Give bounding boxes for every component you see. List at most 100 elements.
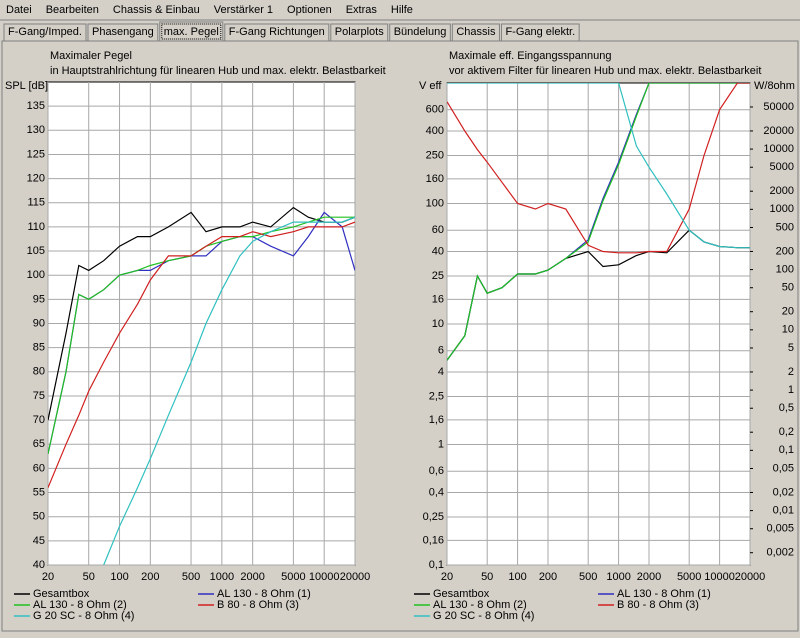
y-tick-label: 400 (426, 125, 444, 137)
series-line (48, 221, 355, 488)
y2-tick-label: 1000 (770, 203, 794, 215)
y2-tick-label: 0,005 (766, 523, 794, 535)
charts: Maximaler Pegel in Hauptstrahlrichtung fü… (5, 50, 795, 622)
chart: Maximaler Pegel in Hauptstrahlrichtung fü… (5, 50, 386, 622)
menu-item[interactable]: Bearbeiten (46, 4, 99, 16)
tab[interactable]: max. Pegel (159, 21, 224, 42)
x-tick-label: 50 (481, 571, 493, 583)
menu-bar (0, 0, 800, 20)
series-line (447, 83, 750, 249)
tab[interactable]: Phasengang (87, 23, 159, 42)
y-tick-label: 60 (33, 462, 45, 474)
y-tick-label: 125 (27, 148, 45, 160)
tab-label[interactable]: F-Gang/Imped. (8, 26, 82, 38)
y-tick-label: 115 (27, 197, 45, 209)
y2-tick-label: 100 (776, 263, 794, 275)
legend-label: B 80 - 8 Ohm (3) (217, 599, 299, 611)
tab-label[interactable]: Polarplots (335, 26, 384, 38)
y-tick-label: 60 (432, 224, 444, 236)
menu-item[interactable]: Datei (6, 4, 32, 16)
x-tick-label: 500 (579, 571, 597, 583)
y-tick-label: 40 (432, 245, 444, 257)
tab[interactable]: F-Gang elektr. (500, 23, 580, 42)
menu-item[interactable]: Hilfe (391, 4, 413, 16)
y-tick-label: 75 (33, 390, 45, 402)
y2-tick-label: 0,01 (773, 504, 794, 516)
tab[interactable]: F-Gang Richtungen (224, 23, 330, 42)
legend-label: AL 130 - 8 Ohm (2) (433, 599, 527, 611)
x-tick-label: 20 (42, 571, 54, 583)
chart-subtitle: in Hauptstrahlrichtung für linearen Hub … (50, 65, 386, 77)
y2-tick-label: 0,5 (779, 402, 794, 414)
legend-label: AL 130 - 8 Ohm (1) (217, 588, 311, 600)
y-tick-label: 105 (27, 245, 45, 257)
series-line (103, 216, 355, 565)
y-tick-label: 90 (33, 317, 45, 329)
y-tick-label: 120 (27, 173, 45, 185)
y2-tick-label: 50 (782, 282, 794, 294)
legend-label: B 80 - 8 Ohm (3) (617, 599, 699, 611)
y2-tick-label: 0,2 (779, 426, 794, 438)
tab-strip: F-Gang/Imped. Phasengang max. Pegel F-Gang … (3, 21, 580, 42)
y-tick-label: 1 (438, 438, 444, 450)
y-tick-label: 0,4 (429, 486, 444, 498)
y-tick-label: 85 (33, 342, 45, 354)
tab-label[interactable]: F-Gang elektr. (505, 26, 575, 38)
y-tick-label: 0,6 (429, 465, 444, 477)
y2-tick-label: 20 (782, 306, 794, 318)
y2-tick-label: 0,002 (766, 547, 794, 559)
tab[interactable]: F-Gang/Imped. (3, 23, 87, 42)
y2-tick-label: 0,02 (773, 486, 794, 498)
x-tick-label: 2000 (637, 571, 661, 583)
y-tick-label: 110 (27, 221, 45, 233)
y-tick-label: 10 (432, 318, 444, 330)
tab[interactable]: Chassis (451, 23, 500, 42)
tab[interactable]: Polarplots (330, 23, 389, 42)
y-tick-label: 0,16 (423, 534, 444, 546)
menu-item[interactable]: Extras (346, 4, 378, 16)
chart-title: Maximale eff. Eingangsspannung (449, 50, 611, 62)
legend-label: AL 130 - 8 Ohm (1) (617, 588, 711, 600)
series-line (447, 83, 750, 361)
tab-label[interactable]: F-Gang Richtungen (229, 26, 325, 38)
menu-item[interactable]: Optionen (287, 4, 332, 16)
tab-label[interactable]: Bündelung (394, 26, 447, 38)
menu-item[interactable]: Chassis & Einbau (113, 4, 200, 16)
y-tick-label: 25 (432, 270, 444, 282)
x-tick-label: 200 (141, 571, 159, 583)
y-tick-label: 1,6 (429, 414, 444, 426)
x-tick-label: 10000 (309, 571, 340, 583)
y2-tick-label: 10000 (763, 143, 794, 155)
tab-label[interactable]: max. Pegel (164, 26, 219, 38)
tab-label[interactable]: Phasengang (92, 26, 154, 38)
tab-label[interactable]: Chassis (456, 26, 496, 38)
tab[interactable]: Bündelung (389, 23, 451, 42)
y-tick-label: 0,1 (429, 559, 444, 571)
x-tick-label: 200 (539, 571, 557, 583)
y2-tick-label: 0,05 (773, 462, 794, 474)
y-tick-label: 250 (426, 149, 444, 161)
x-tick-label: 20000 (735, 571, 766, 583)
y-tick-label: 130 (27, 124, 45, 136)
y2-tick-label: 50000 (763, 101, 794, 113)
y2-tick-label: 2000 (770, 185, 794, 197)
y-tick-label: 135 (27, 100, 45, 112)
x-tick-label: 10000 (704, 571, 735, 583)
legend-label: Gesamtbox (33, 588, 90, 600)
chart-title: Maximaler Pegel (50, 50, 132, 62)
x-tick-label: 2000 (240, 571, 264, 583)
series-line (447, 83, 750, 254)
x-tick-label: 500 (182, 571, 200, 583)
x-tick-label: 5000 (677, 571, 701, 583)
menu-item[interactable]: Verstärker 1 (214, 4, 273, 16)
y2-tick-label: 10 (782, 324, 794, 336)
x-tick-label: 1000 (606, 571, 630, 583)
y-tick-label: 2,5 (429, 390, 444, 402)
x-tick-label: 100 (110, 571, 128, 583)
y-tick-label: 80 (33, 366, 45, 378)
y-tick-label: 4 (438, 366, 444, 378)
y2-tick-label: 5 (788, 342, 794, 354)
menu: Datei Bearbeiten Chassis & Einbau Verstärke… (6, 4, 413, 16)
y-tick-label: 95 (33, 293, 45, 305)
